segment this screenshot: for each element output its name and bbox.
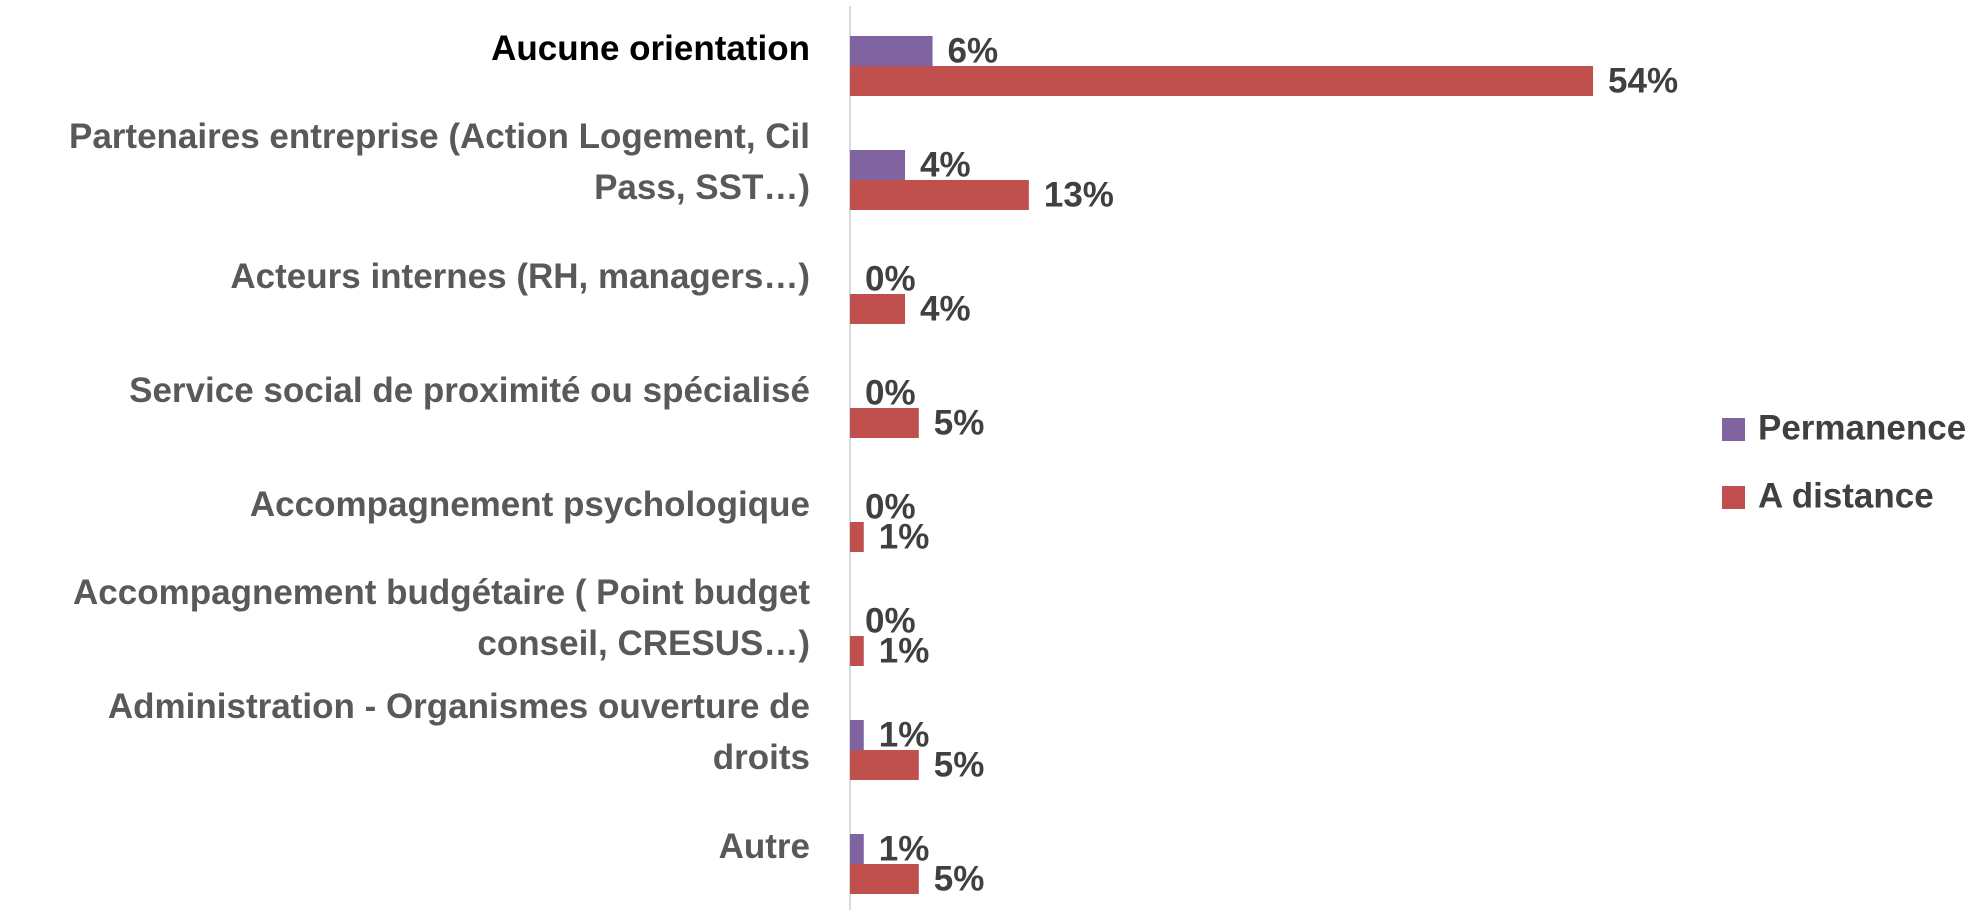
data-label: 5% (934, 859, 985, 898)
legend-label: Permanence (1758, 408, 1966, 447)
data-label: 1% (879, 715, 930, 754)
category-label: Aucune orientation (491, 28, 810, 68)
data-label: 1% (879, 631, 930, 670)
data-label: 4% (920, 289, 971, 328)
data-label: 5% (934, 745, 985, 784)
legend-swatch (1722, 486, 1745, 509)
bar (850, 720, 864, 750)
data-label: 54% (1608, 61, 1678, 100)
bar (850, 150, 906, 180)
bar (850, 294, 906, 324)
legend-label: A distance (1758, 476, 1934, 515)
data-label: 13% (1044, 175, 1114, 214)
category-label: Accompagnement budgétaire ( Point budget… (73, 573, 810, 663)
bar (850, 36, 933, 66)
bar (850, 180, 1029, 210)
data-label: 0% (865, 601, 916, 640)
data-label: 1% (879, 517, 930, 556)
data-label: 5% (934, 403, 985, 442)
bar (850, 66, 1594, 96)
data-label: 4% (920, 145, 971, 184)
category-label: Accompagnement psychologique (249, 484, 810, 524)
data-label: 0% (865, 259, 916, 298)
bar (850, 636, 864, 666)
data-label: 6% (948, 31, 999, 70)
category-label: Acteurs internes (RH, managers…) (230, 256, 810, 296)
data-label: 0% (865, 373, 916, 412)
data-label: 1% (879, 829, 930, 868)
bar (850, 408, 919, 438)
legend-swatch (1722, 418, 1745, 441)
bar (850, 864, 919, 894)
category-label: Partenaires entreprise (Action Logement,… (68, 117, 810, 207)
data-label: 0% (865, 487, 916, 526)
bar (850, 522, 864, 552)
category-label: Administration - Organismes ouverture de… (107, 687, 810, 777)
category-label: Autre (718, 826, 810, 866)
bar (850, 750, 919, 780)
bar (850, 834, 864, 864)
category-label: Service social de proximité ou spécialis… (129, 370, 810, 410)
